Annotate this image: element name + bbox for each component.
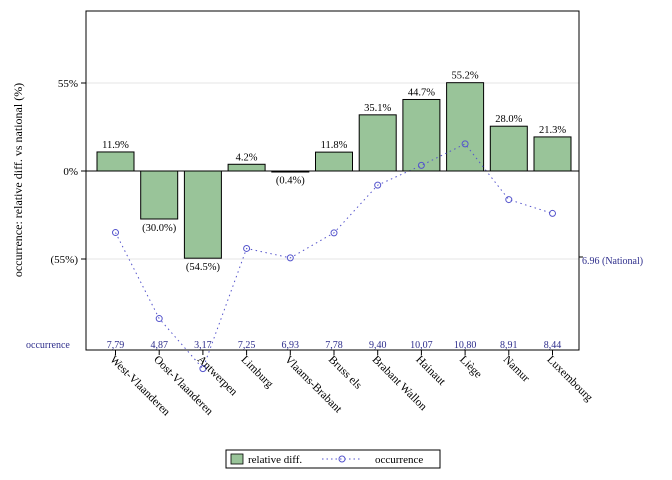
occurrence-point <box>286 254 294 262</box>
occurrence-value-label: 8,44 <box>544 340 562 351</box>
occurrence-row-label: occurrence <box>26 340 70 351</box>
occurrence-point <box>155 315 163 323</box>
occurrence-point <box>505 196 513 204</box>
x-tick-label: Hainaut <box>413 354 448 389</box>
occurrence-value-label: 6,93 <box>282 340 300 351</box>
bar-value-label: 21.3% <box>539 125 566 136</box>
occurrence-point <box>461 140 469 148</box>
legend-label-occurrence: occurrence <box>375 454 423 466</box>
bar <box>140 170 179 220</box>
bar <box>227 163 266 172</box>
y-tick-label: 0% <box>63 166 78 178</box>
y-axis-title: occurrence: relative diff. vs national (… <box>11 83 25 277</box>
legend-marker-occurrence <box>338 455 346 463</box>
x-tick-label: Limburg <box>238 354 275 391</box>
bar <box>533 136 572 172</box>
occurrence-series <box>112 140 556 373</box>
bar <box>446 82 485 172</box>
occurrence-point <box>374 181 382 189</box>
bar <box>358 114 397 172</box>
occurrence-value-label: 10,80 <box>454 340 477 351</box>
bar-value-label: (30.0%) <box>142 223 177 234</box>
plot-frame <box>85 10 580 351</box>
bar-value-label: 28.0% <box>495 114 522 125</box>
occurrence-value-label: 7,78 <box>325 340 343 351</box>
bar-value-label: 4.2% <box>236 152 258 163</box>
bar-value-label: 55.2% <box>452 71 479 82</box>
bar-value-label: 35.1% <box>364 103 391 114</box>
occurrence-value-label: 3,17 <box>194 340 212 351</box>
bar-value-label: (0.4%) <box>276 176 305 187</box>
occurrence-point <box>330 229 338 237</box>
occurrence-value-label: 7,25 <box>238 340 256 351</box>
occurrence-value-label: 8,91 <box>500 340 518 351</box>
x-tick-label: Namur <box>501 354 532 385</box>
x-tick-label: Antwerpen <box>195 354 240 399</box>
bar-value-label: 11.8% <box>321 140 348 151</box>
occurrence-value-label: 7,79 <box>107 340 125 351</box>
occurrence-value-label: 9,40 <box>369 340 387 351</box>
bar <box>315 151 353 172</box>
legend-label-relative-diff: relative diff. <box>248 454 302 466</box>
bar <box>96 151 135 172</box>
occurrence-point <box>417 161 425 169</box>
data-labels: 11.9% (30.0%) (54.5%) 4.2% (0.4%) 11.8% 35.1% 4… <box>102 71 566 351</box>
legend-swatch-bar <box>230 453 244 465</box>
x-tick-label: Luxembourg <box>544 354 595 405</box>
bar <box>489 125 528 172</box>
occurrence-point <box>112 229 119 237</box>
y-tick-label: (55%) <box>51 254 79 266</box>
x-tick-label: Bruss els <box>326 354 364 392</box>
occurrence-point <box>549 209 556 217</box>
legend-box <box>225 449 441 469</box>
bar <box>402 98 441 172</box>
occurrence-point <box>199 365 207 373</box>
occurrence-point <box>243 244 251 252</box>
bar <box>183 170 222 259</box>
bar-value-label: (54.5%) <box>186 262 221 273</box>
bar-value-label: 44.7% <box>408 87 435 98</box>
occurrence-value-label: 4,87 <box>150 340 168 351</box>
legend: relative diff. occurrence <box>225 449 441 469</box>
occurrence-line <box>115 143 553 370</box>
bar-value-label: 11.9% <box>102 140 129 151</box>
bars <box>96 82 572 259</box>
national-label: 6.96 (National) <box>582 256 643 267</box>
grid-lines <box>86 82 579 260</box>
occurrence-value-label: 10,07 <box>410 340 433 351</box>
y-tick-label: 55% <box>58 78 78 90</box>
x-tick-label: Liège <box>457 354 484 381</box>
